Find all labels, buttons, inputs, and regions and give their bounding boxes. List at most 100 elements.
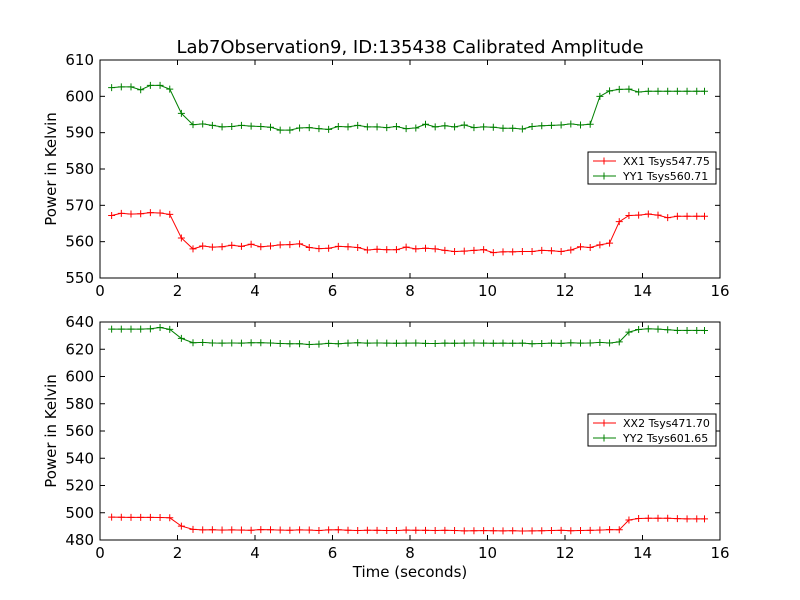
data-point xyxy=(557,339,565,347)
data-point xyxy=(644,87,652,95)
data-point xyxy=(567,246,575,254)
data-point xyxy=(305,526,313,534)
series-line xyxy=(111,212,705,254)
data-point xyxy=(635,325,643,333)
data-point xyxy=(137,210,145,218)
data-point xyxy=(693,212,701,220)
data-point xyxy=(509,339,517,347)
y-tick-label: 640 xyxy=(65,313,94,331)
data-point xyxy=(528,527,536,535)
data-point xyxy=(237,339,245,347)
data-point xyxy=(146,209,154,217)
data-point xyxy=(402,339,410,347)
data-point xyxy=(296,124,304,132)
data-point xyxy=(166,85,174,93)
data-point xyxy=(625,85,633,93)
data-point xyxy=(228,241,236,249)
data-point xyxy=(596,241,604,249)
data-point xyxy=(218,339,226,347)
data-point xyxy=(177,234,185,242)
data-point xyxy=(237,121,245,129)
x-tick-label: 2 xyxy=(173,544,183,562)
data-point xyxy=(489,123,497,131)
legend-box xyxy=(587,413,717,447)
data-point xyxy=(693,326,701,334)
data-point xyxy=(383,526,391,534)
data-point xyxy=(156,323,164,331)
data-point xyxy=(137,325,145,333)
data-point xyxy=(363,526,371,534)
series-xx1 xyxy=(108,209,708,257)
data-point xyxy=(383,339,391,347)
data-point xyxy=(228,526,236,534)
data-point xyxy=(518,527,526,535)
x-tick-label: 6 xyxy=(328,544,338,562)
data-point xyxy=(664,514,672,522)
data-point xyxy=(567,120,575,128)
data-point xyxy=(441,339,449,347)
data-point xyxy=(422,120,429,128)
y-tick-label: 560 xyxy=(65,233,94,251)
data-point xyxy=(635,88,643,96)
data-point xyxy=(489,339,497,347)
x-tick-label: 4 xyxy=(250,544,260,562)
data-point xyxy=(257,526,265,534)
data-point xyxy=(654,325,662,333)
y-tick-label: 500 xyxy=(65,504,94,522)
data-point xyxy=(363,339,371,347)
data-point xyxy=(228,339,236,347)
data-point xyxy=(166,325,174,333)
data-point xyxy=(117,209,125,217)
data-point xyxy=(108,84,116,92)
data-point xyxy=(392,122,400,130)
data-point xyxy=(199,338,207,346)
data-point xyxy=(586,120,594,128)
data-point xyxy=(276,340,284,348)
data-point xyxy=(615,85,623,93)
data-point xyxy=(344,123,352,131)
data-point xyxy=(451,339,459,347)
data-point xyxy=(606,239,614,247)
data-point xyxy=(177,522,185,530)
data-point xyxy=(177,109,185,117)
data-point xyxy=(228,122,236,130)
x-tick-label: 10 xyxy=(478,544,497,562)
data-point xyxy=(373,339,381,347)
data-point xyxy=(557,526,565,534)
data-point xyxy=(518,125,526,133)
data-point xyxy=(673,326,681,334)
data-point xyxy=(664,87,672,95)
data-point xyxy=(305,124,313,132)
data-point xyxy=(325,526,333,534)
y-tick-label: 570 xyxy=(65,196,94,214)
data-point xyxy=(208,526,216,534)
x-tick-label: 2 xyxy=(173,282,183,300)
data-point xyxy=(422,244,429,252)
data-point xyxy=(654,514,662,522)
data-point xyxy=(451,247,459,255)
y-tick-label: 600 xyxy=(65,368,94,386)
data-point xyxy=(509,248,517,256)
data-point xyxy=(683,326,691,334)
data-point xyxy=(247,526,255,534)
data-point xyxy=(296,340,304,348)
data-point xyxy=(606,526,614,534)
data-point xyxy=(127,210,135,218)
data-point xyxy=(363,123,371,131)
x-tick-label: 14 xyxy=(633,282,652,300)
data-point xyxy=(108,325,116,333)
legend-entry: XX1 Tsys547.75 xyxy=(623,155,710,168)
data-point xyxy=(470,246,478,254)
data-point xyxy=(509,124,517,132)
data-point xyxy=(354,243,362,251)
x-tick-label: 0 xyxy=(95,544,105,562)
data-point xyxy=(208,121,216,129)
data-point xyxy=(547,247,555,255)
data-point xyxy=(117,325,125,333)
legend-marker xyxy=(600,157,608,165)
data-point xyxy=(422,526,429,534)
data-point xyxy=(567,527,575,535)
data-point xyxy=(422,339,429,347)
data-point xyxy=(460,527,468,535)
data-point xyxy=(547,526,555,534)
